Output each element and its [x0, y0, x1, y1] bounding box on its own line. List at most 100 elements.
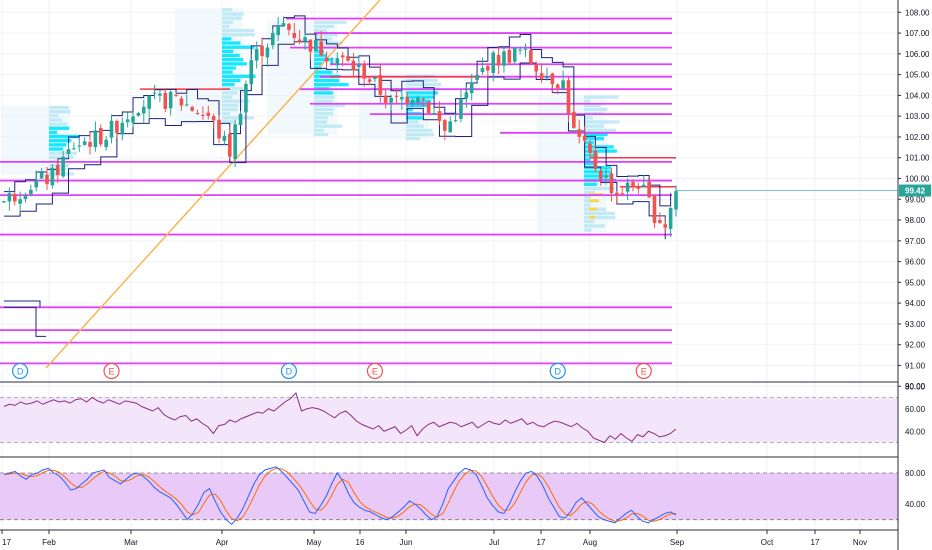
candle[interactable] — [249, 54, 254, 85]
candle[interactable] — [426, 100, 431, 115]
candle[interactable] — [577, 119, 582, 144]
candle[interactable] — [400, 88, 404, 110]
candle[interactable] — [23, 192, 28, 203]
candle[interactable] — [330, 57, 334, 64]
candle[interactable] — [394, 87, 399, 104]
candle[interactable] — [82, 137, 87, 146]
candle[interactable] — [340, 52, 345, 67]
candle[interactable] — [561, 70, 565, 91]
candle[interactable] — [604, 167, 608, 185]
candle[interactable] — [566, 75, 571, 123]
candle[interactable] — [98, 124, 103, 147]
candle[interactable] — [2, 200, 6, 204]
candle[interactable] — [448, 116, 453, 133]
candle[interactable] — [287, 22, 291, 36]
candle[interactable] — [174, 92, 178, 97]
candle[interactable] — [201, 106, 205, 120]
candle[interactable] — [50, 164, 55, 189]
candle[interactable] — [389, 94, 393, 111]
candle[interactable] — [625, 178, 630, 201]
candle[interactable] — [34, 170, 39, 192]
candle[interactable] — [437, 101, 442, 126]
candle[interactable] — [147, 95, 151, 118]
candle[interactable] — [658, 212, 662, 224]
candle[interactable] — [227, 126, 232, 159]
candle[interactable] — [7, 187, 12, 211]
candle[interactable] — [61, 150, 65, 178]
candle[interactable] — [410, 97, 415, 107]
candle[interactable] — [496, 46, 501, 74]
candle[interactable] — [523, 43, 528, 58]
candle[interactable] — [588, 140, 592, 159]
candle[interactable] — [512, 47, 517, 64]
candle[interactable] — [469, 73, 474, 101]
candle[interactable] — [238, 110, 243, 126]
candle[interactable] — [265, 43, 270, 67]
candle[interactable] — [357, 55, 361, 70]
candle[interactable] — [55, 158, 60, 184]
candle[interactable] — [507, 48, 512, 65]
candle[interactable] — [314, 39, 318, 51]
candle[interactable] — [29, 184, 33, 197]
candle[interactable] — [12, 191, 17, 206]
candle[interactable] — [383, 88, 388, 109]
candle[interactable] — [104, 136, 108, 151]
candle[interactable] — [443, 118, 447, 141]
candle[interactable] — [18, 191, 22, 213]
candle[interactable] — [534, 61, 539, 78]
candles[interactable] — [2, 16, 678, 237]
candle[interactable] — [545, 67, 549, 81]
candle[interactable] — [319, 30, 323, 56]
candle[interactable] — [421, 97, 426, 107]
candle[interactable] — [244, 80, 248, 113]
candle[interactable] — [609, 168, 614, 202]
candle[interactable] — [45, 166, 49, 191]
candle[interactable] — [184, 94, 189, 107]
candle[interactable] — [303, 33, 307, 50]
candle[interactable] — [459, 89, 463, 123]
candle[interactable] — [502, 45, 506, 73]
candle[interactable] — [539, 63, 544, 84]
candle[interactable] — [636, 182, 641, 194]
candle[interactable] — [211, 113, 216, 129]
candle[interactable] — [550, 72, 555, 93]
candle[interactable] — [131, 111, 135, 128]
candle[interactable] — [308, 39, 313, 60]
candle[interactable] — [480, 57, 485, 75]
dividend-marker[interactable]: D — [280, 362, 298, 380]
candle[interactable] — [163, 88, 168, 113]
candle[interactable] — [206, 105, 211, 120]
candle[interactable] — [158, 90, 162, 103]
candle[interactable] — [674, 185, 678, 217]
candle[interactable] — [351, 52, 356, 77]
candle[interactable] — [598, 168, 603, 186]
candle[interactable] — [367, 76, 372, 85]
candle[interactable] — [168, 90, 173, 116]
candle[interactable] — [555, 83, 560, 95]
candle[interactable] — [647, 179, 651, 199]
candle[interactable] — [416, 95, 420, 106]
candle[interactable] — [93, 121, 98, 152]
candle[interactable] — [631, 179, 635, 192]
candle[interactable] — [77, 137, 82, 152]
candle[interactable] — [486, 63, 490, 78]
candle[interactable] — [432, 107, 436, 115]
candle[interactable] — [572, 104, 576, 129]
candle[interactable] — [195, 109, 200, 115]
candle[interactable] — [663, 217, 668, 234]
candle[interactable] — [620, 187, 625, 196]
candle[interactable] — [254, 41, 259, 69]
candle[interactable] — [190, 105, 194, 113]
candle[interactable] — [125, 112, 130, 128]
candle[interactable] — [378, 64, 383, 103]
candle[interactable] — [475, 74, 479, 81]
candle[interactable] — [88, 132, 92, 155]
dividend-marker[interactable]: D — [12, 362, 29, 380]
candle[interactable] — [297, 29, 302, 45]
candle[interactable] — [152, 84, 157, 100]
candle[interactable] — [260, 37, 264, 66]
candle[interactable] — [109, 114, 114, 144]
candle[interactable] — [346, 55, 350, 63]
candle[interactable] — [72, 142, 76, 151]
